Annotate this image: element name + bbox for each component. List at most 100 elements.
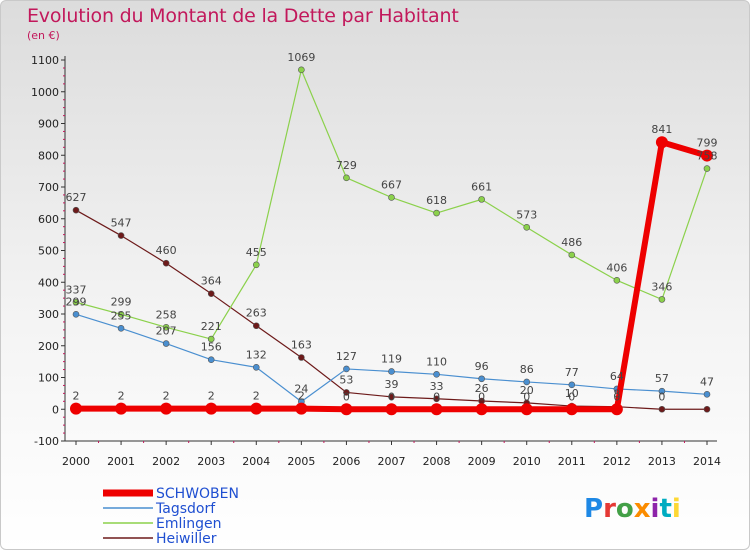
data-label-tagsdorf: 299: [66, 295, 87, 308]
data-point-emlingen: [568, 251, 576, 259]
data-point-emlingen: [613, 277, 621, 284]
x-tick-label: 2005: [287, 455, 315, 468]
data-label-tagsdorf: 47: [700, 375, 714, 388]
data-point-emlingen: [703, 165, 711, 172]
data-point-schwoben: [520, 403, 533, 416]
data-label-tagsdorf: 207: [156, 325, 177, 338]
proxiti-logo: Proxiti: [584, 494, 681, 524]
data-label-heiwiller: 163: [291, 338, 312, 351]
data-point-schwoben: [205, 402, 218, 415]
data-label-heiwiller: 547: [111, 217, 132, 230]
series-line-emlingen: [75, 69, 708, 340]
x-tick-label: 2000: [62, 455, 90, 468]
data-label-heiwiller: 8: [613, 388, 620, 401]
data-label-heiwiller: 0: [658, 390, 665, 403]
data-point-schwoben: [475, 403, 488, 416]
data-label-emlingen: 758: [697, 150, 718, 163]
x-tick-label: 2003: [197, 455, 225, 468]
data-point-emlingen: [252, 261, 260, 269]
data-label-schwoben: 2: [73, 390, 80, 403]
data-label-tagsdorf: 110: [426, 355, 447, 368]
data-point-schwoben: [655, 136, 668, 149]
data-point-emlingen: [72, 298, 80, 306]
y-tick-label: 600: [38, 213, 59, 226]
chart-title: Evolution du Montant de la Dette par Hab…: [27, 5, 459, 27]
data-point-tagsdorf: [658, 387, 666, 395]
data-point-heiwiller: [252, 322, 260, 330]
y-tick-label: 700: [38, 181, 59, 194]
data-label-emlingen: 618: [426, 194, 447, 207]
data-point-tagsdorf: [343, 365, 350, 373]
y-tick-label: 300: [38, 308, 59, 321]
data-label-emlingen: 455: [246, 246, 267, 259]
y-tick-label: 0: [52, 403, 59, 416]
data-point-tagsdorf: [388, 368, 395, 375]
data-label-schwoben: 2: [253, 390, 260, 403]
data-point-tagsdorf: [252, 364, 260, 371]
data-label-heiwiller: 627: [66, 191, 87, 204]
y-tick-label: 1000: [31, 86, 59, 99]
data-label-tagsdorf: 255: [111, 309, 132, 322]
data-point-emlingen: [658, 296, 666, 303]
data-label-emlingen: 573: [516, 208, 537, 221]
data-point-tagsdorf: [117, 324, 125, 332]
data-label-tagsdorf: 77: [565, 366, 579, 379]
y-tick-label: 400: [38, 276, 59, 289]
data-label-heiwiller: 263: [246, 307, 267, 320]
x-tick-label: 2010: [513, 455, 541, 468]
data-point-emlingen: [343, 174, 350, 182]
data-point-tagsdorf: [433, 371, 440, 378]
x-tick-label: 2011: [558, 455, 586, 468]
x-tick-label: 2002: [152, 455, 180, 468]
data-point-emlingen: [162, 324, 170, 331]
data-label-heiwiller: 364: [201, 275, 222, 288]
x-tick-label: 2006: [332, 455, 360, 468]
data-label-schwoben: 0: [388, 390, 395, 403]
data-label-emlingen: 1069: [287, 51, 315, 64]
data-point-schwoben: [385, 403, 398, 416]
data-label-emlingen: 258: [156, 308, 177, 321]
y-tick-label: 1100: [31, 54, 59, 67]
data-point-schwoben: [70, 402, 82, 415]
x-tick-label: 2009: [468, 455, 496, 468]
data-label-schwoben: 2: [298, 390, 305, 403]
y-tick-label: 900: [38, 118, 59, 131]
legend-label-heiwiller: Heiwiller: [156, 531, 217, 547]
data-point-schwoben: [565, 403, 578, 416]
data-point-schwoben: [701, 149, 713, 162]
x-tick-label: 2001: [107, 455, 135, 468]
data-label-heiwiller: 20: [520, 384, 534, 397]
data-label-emlingen: 406: [606, 261, 627, 274]
data-point-emlingen: [117, 311, 125, 318]
data-point-heiwiller: [72, 206, 80, 214]
data-point-tagsdorf: [72, 311, 80, 318]
data-label-tagsdorf: 86: [520, 363, 534, 376]
data-label-tagsdorf: 119: [381, 352, 402, 365]
data-label-emlingen: 299: [111, 295, 132, 308]
data-label-tagsdorf: 64: [610, 370, 624, 383]
data-label-schwoben: 0: [478, 390, 485, 403]
data-point-heiwiller: [343, 389, 350, 396]
data-label-emlingen: 337: [66, 283, 87, 296]
data-point-emlingen: [207, 335, 215, 343]
data-point-tagsdorf: [162, 340, 170, 347]
data-point-heiwiller: [117, 232, 125, 239]
x-tick-label: 2013: [648, 455, 676, 468]
data-point-schwoben: [610, 403, 623, 416]
data-point-tagsdorf: [478, 375, 485, 383]
data-label-schwoben: 841: [651, 123, 672, 136]
data-point-tagsdorf: [207, 356, 215, 364]
data-label-heiwiller: 53: [339, 373, 353, 386]
data-label-emlingen: 729: [336, 159, 357, 172]
data-label-schwoben: 0: [523, 390, 530, 403]
data-point-tagsdorf: [703, 391, 711, 398]
y-tick-label: -100: [34, 435, 59, 448]
data-label-tagsdorf: 156: [201, 341, 222, 354]
data-label-schwoben: 2: [208, 390, 215, 403]
data-point-emlingen: [298, 66, 305, 74]
data-label-tagsdorf: 132: [246, 348, 267, 361]
data-label-emlingen: 486: [561, 236, 582, 249]
